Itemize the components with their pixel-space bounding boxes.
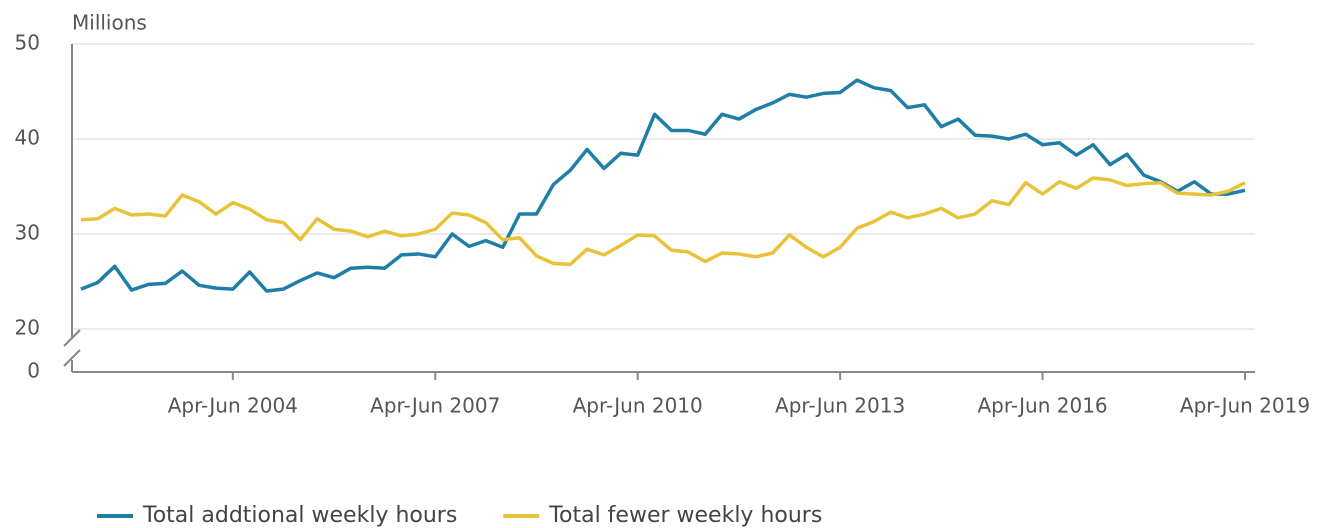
y-tick-label: 20	[15, 316, 40, 340]
axis-break	[63, 349, 81, 367]
y-axis-label: Millions	[72, 11, 147, 35]
y-tick-label: 40	[15, 126, 40, 150]
line	[80, 78, 1246, 293]
x-tick-label: Apr-Jun 2007	[370, 394, 500, 418]
x-tick-label: Apr-Jun 2016	[977, 394, 1107, 418]
legend-label: Total addtional weekly hours	[142, 503, 457, 528]
x-tick-label: Apr-Jun 2004	[168, 394, 298, 418]
line	[80, 176, 1246, 267]
y-tick-label: 50	[15, 31, 40, 55]
legend: Total addtional weekly hours Total fewer …	[97, 503, 822, 528]
x-tick-label: Apr-Jun 2013	[775, 394, 905, 418]
y-tick-label: 0	[27, 359, 40, 383]
x-tick-label: Apr-Jun 2019	[1180, 394, 1310, 418]
legend-label: Total fewer weekly hours	[548, 503, 822, 528]
x-tick-label: Apr-Jun 2010	[573, 394, 703, 418]
axis-break	[63, 329, 81, 347]
y-tick-label: 30	[15, 221, 40, 245]
